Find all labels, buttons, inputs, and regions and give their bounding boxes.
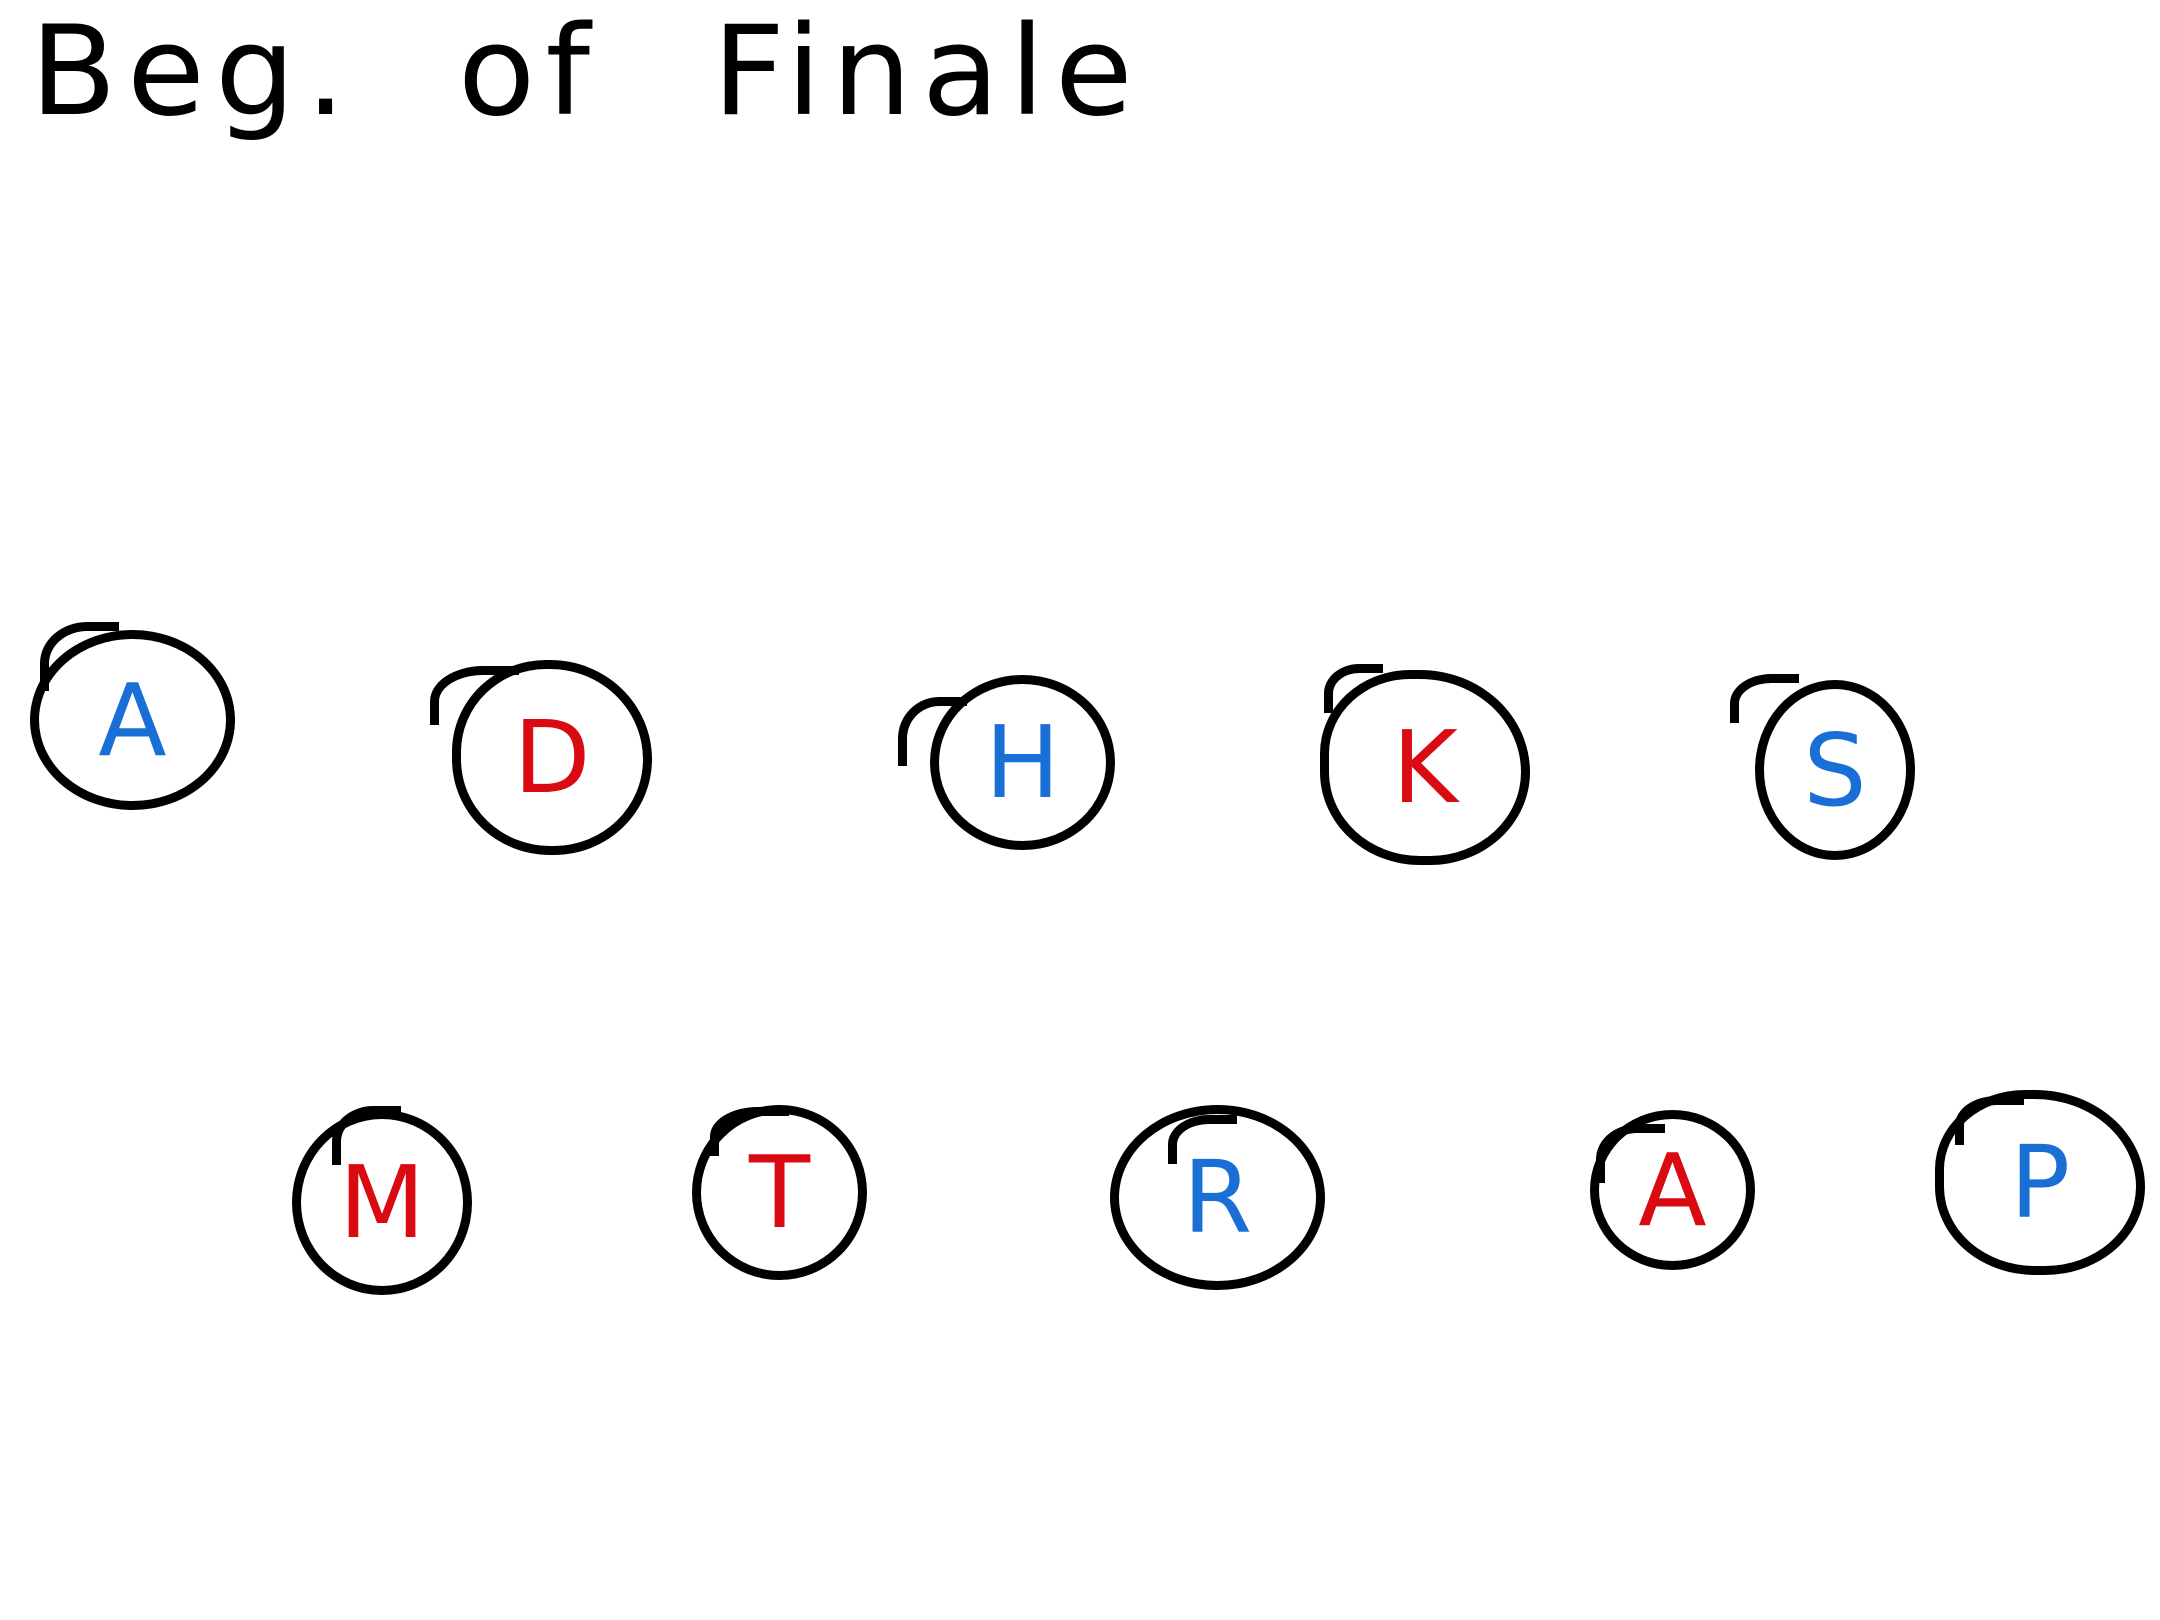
circled-node-a-row2: A bbox=[1590, 1110, 1755, 1270]
node-letter: S bbox=[1803, 711, 1867, 829]
circle-overlap-stroke bbox=[1168, 1115, 1237, 1164]
node-letter: M bbox=[338, 1144, 426, 1261]
node-letter: A bbox=[98, 661, 167, 779]
circle-overlap-stroke bbox=[40, 622, 119, 691]
title-word-beg: Beg. bbox=[30, 0, 356, 144]
node-circle bbox=[1320, 670, 1530, 865]
circle-overlap-stroke bbox=[332, 1106, 401, 1165]
node-circle bbox=[1755, 680, 1915, 860]
circle-overlap-stroke bbox=[1730, 674, 1799, 723]
circled-node-m: M bbox=[292, 1106, 472, 1295]
circled-node-d: D bbox=[430, 660, 652, 855]
node-circle bbox=[1590, 1110, 1755, 1270]
circled-node-t: T bbox=[692, 1105, 867, 1280]
circle-overlap-stroke bbox=[1955, 1096, 2024, 1145]
node-circle bbox=[30, 630, 235, 810]
node-letter: P bbox=[2009, 1124, 2071, 1241]
node-letter: A bbox=[1638, 1131, 1707, 1249]
circle-overlap-stroke bbox=[430, 666, 519, 725]
diagram-title: Beg. of Finale bbox=[30, 0, 1143, 144]
circled-node-r: R bbox=[1110, 1105, 1325, 1290]
node-letter: H bbox=[984, 704, 1061, 821]
node-letter: T bbox=[748, 1134, 811, 1251]
title-word-of: of bbox=[457, 0, 601, 144]
circled-node-k: K bbox=[1320, 664, 1530, 865]
node-letter: D bbox=[513, 699, 591, 816]
title-word-finale: Finale bbox=[712, 0, 1143, 144]
circle-overlap-stroke bbox=[898, 697, 967, 766]
circled-node-p: P bbox=[1935, 1090, 2145, 1275]
circle-overlap-stroke bbox=[710, 1107, 789, 1156]
node-circle bbox=[1935, 1090, 2145, 1275]
circle-overlap-stroke bbox=[1324, 664, 1383, 713]
node-letter: K bbox=[1392, 709, 1458, 826]
node-circle bbox=[452, 660, 652, 855]
node-letter: R bbox=[1182, 1139, 1253, 1256]
circled-node-a-row1: A bbox=[30, 622, 235, 810]
circle-overlap-stroke bbox=[1596, 1124, 1665, 1183]
circled-node-s: S bbox=[1730, 674, 1915, 860]
node-circle bbox=[1110, 1105, 1325, 1290]
circled-node-h: H bbox=[898, 675, 1115, 850]
